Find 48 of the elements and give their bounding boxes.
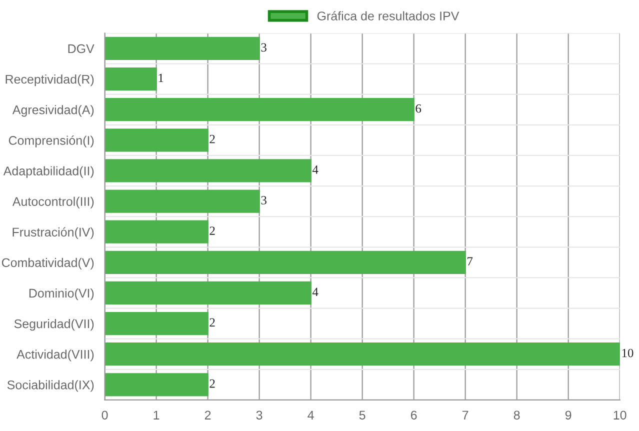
- data-label: 7: [468, 257, 473, 266]
- data-label: 4: [312, 288, 318, 296]
- bar: [104, 373, 208, 396]
- bar: [104, 220, 208, 244]
- y-tick-label: Dominio(VI): [29, 288, 94, 300]
- data-label: 3: [261, 196, 266, 204]
- y-tick-label: Combatividad(V): [2, 258, 94, 270]
- x-tick-label: 1: [154, 410, 160, 420]
- bar: [104, 67, 157, 91]
- bar: [104, 312, 208, 336]
- x-tick-label: 3: [256, 410, 262, 420]
- bar: [104, 190, 260, 213]
- x-tick-label: 6: [410, 410, 417, 420]
- y-tick-label: Receptividad(R): [6, 74, 94, 86]
- legend-label: Gráfica de resultados IPV: [317, 11, 460, 20]
- y-tick-label: DGV: [68, 44, 94, 54]
- data-label: 2: [210, 134, 215, 144]
- bar: [104, 281, 312, 305]
- y-tick-label: Sociabilidad(IX): [7, 380, 94, 392]
- y-tick-label: Actividad(VIII): [16, 350, 94, 362]
- x-tick-label: 2: [204, 410, 211, 420]
- data-label: 3: [261, 43, 266, 52]
- x-tick-label: 7: [462, 410, 468, 420]
- x-tick-label: 0: [102, 410, 108, 420]
- bar: [104, 128, 208, 152]
- y-tick-label: Frustración(IV): [12, 227, 94, 240]
- data-label: 2: [210, 379, 215, 388]
- bar: [104, 98, 414, 122]
- y-tick-label: Agresividad(A): [12, 105, 94, 117]
- x-tick-label: 5: [359, 410, 366, 420]
- bar: [104, 159, 312, 182]
- data-label: 10: [622, 348, 634, 358]
- x-tick-label: 4: [308, 410, 314, 420]
- data-label: 6: [416, 104, 422, 113]
- bar: [104, 250, 466, 274]
- y-tick-label: Seguridad(VII): [14, 319, 94, 331]
- bar: [104, 342, 620, 366]
- data-label: 2: [210, 318, 215, 327]
- x-tick-label: 8: [514, 410, 520, 420]
- y-tick-label: Adaptabilidad(II): [3, 166, 94, 178]
- data-label: 2: [210, 226, 215, 235]
- x-tick-label: 9: [565, 410, 572, 420]
- y-tick-label: Comprensión(I): [8, 136, 94, 148]
- x-tick-label: 10: [614, 410, 626, 420]
- data-label: 4: [312, 166, 318, 174]
- bar: [104, 36, 260, 60]
- data-label: 1: [158, 74, 164, 82]
- y-tick-label: Autocontrol(III): [12, 196, 94, 208]
